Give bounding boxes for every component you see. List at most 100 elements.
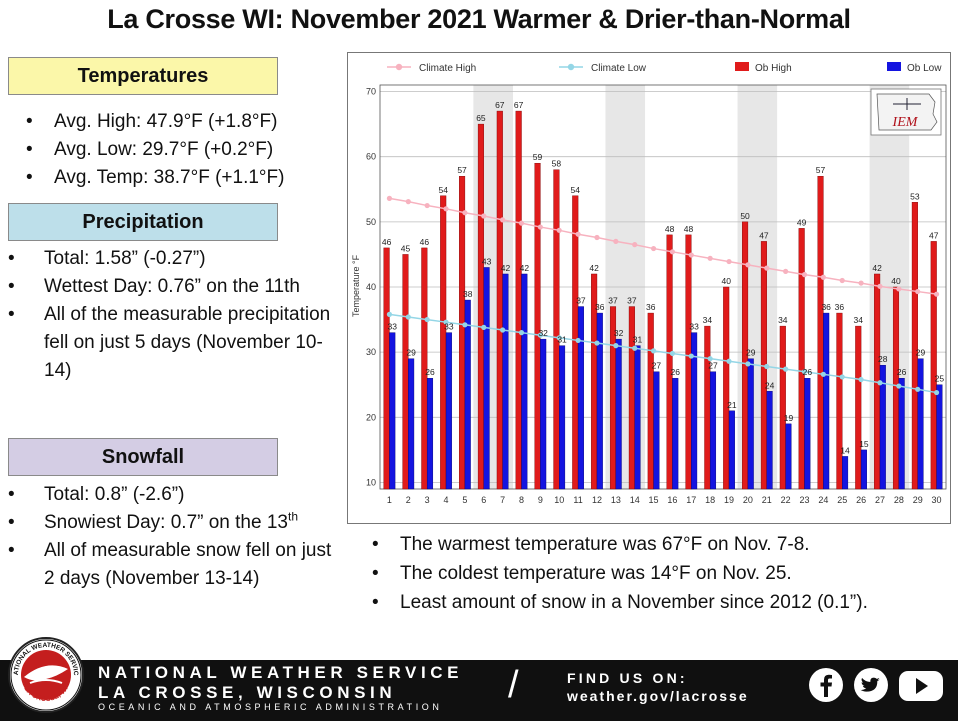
ob-low-label: 42 [501, 263, 511, 273]
x-tick-label: 27 [875, 495, 885, 505]
climate-high-point [518, 220, 525, 226]
y-tick-label: 30 [366, 347, 376, 357]
climate-low-point [707, 356, 713, 362]
ob-low-bar [728, 410, 735, 490]
x-tick-label: 20 [743, 495, 753, 505]
legend-swatch [887, 62, 901, 71]
footer-office-name: LA CROSSE, WISCONSIN [98, 683, 397, 702]
precipitation-header: Precipitation [8, 203, 278, 241]
climate-low-point [745, 361, 751, 367]
ob-low-bar [653, 371, 660, 490]
twitter-icon[interactable] [853, 667, 889, 703]
ob-high-bar [742, 221, 749, 490]
ob-low-label: 25 [935, 374, 945, 384]
climate-low-point [594, 340, 600, 346]
website-link[interactable]: weather.gov/lacrosse [567, 688, 749, 704]
ob-high-label: 45 [401, 243, 411, 253]
ob-low-bar [483, 267, 490, 490]
climate-high-line [389, 197, 937, 295]
footer-divider: / [508, 664, 519, 706]
x-tick-label: 4 [444, 495, 449, 505]
ob-high-bar [723, 286, 730, 490]
climate-high-point [688, 252, 694, 258]
ob-high-label: 40 [721, 276, 731, 286]
list-item: Avg. Temp: 38.7°F (+1.1°F) [18, 164, 348, 192]
ob-high-label: 50 [740, 211, 750, 221]
climate-high-point [933, 291, 940, 297]
footer-bar [0, 660, 958, 721]
climate-low-point [462, 322, 468, 328]
ob-low-bar [596, 312, 603, 490]
ob-high-label: 59 [533, 152, 543, 162]
list-item: Least amount of snow in a November since… [364, 588, 954, 617]
climate-low-point [726, 358, 732, 364]
temperature-chart: Climate High Climate Low Ob High Ob Low 10 20… [347, 52, 951, 524]
ob-low-bar [879, 364, 886, 490]
ob-low-label: 31 [633, 335, 643, 345]
climate-high-point [726, 258, 732, 265]
ob-low-label: 27 [652, 361, 662, 371]
legend-label: Climate Low [591, 63, 647, 74]
legend-label: Climate High [419, 63, 476, 74]
climate-low-point [405, 314, 411, 320]
legend-swatch [735, 62, 749, 71]
climate-low-point [877, 380, 883, 386]
x-tick-label: 17 [686, 495, 696, 505]
ob-low-bar [559, 345, 566, 490]
ob-high-bar [402, 254, 409, 490]
y-tick-label: 70 [366, 87, 376, 97]
ob-low-bar [860, 449, 867, 490]
climate-low-point [537, 332, 543, 338]
snowfall-header: Snowfall [8, 438, 278, 476]
ob-high-label: 58 [552, 159, 562, 169]
ob-low-bar [521, 273, 528, 490]
youtube-icon[interactable] [896, 667, 946, 703]
climate-high-point [613, 238, 619, 244]
ob-low-bar [464, 299, 471, 490]
list-item: Total: 1.58” (-0.27”) [0, 245, 335, 273]
ob-high-label: 54 [438, 185, 448, 195]
climate-low-point [783, 366, 789, 372]
x-tick-label: 23 [799, 495, 809, 505]
ob-high-bar [496, 110, 503, 490]
ob-low-label: 14 [840, 445, 850, 455]
ob-high-bar [855, 325, 862, 490]
list-item: Snowiest Day: 0.7” on the 13th [0, 509, 345, 537]
precipitation-list: Total: 1.58” (-0.27”) Wettest Day: 0.76”… [0, 245, 335, 385]
climate-high-point [462, 210, 468, 216]
x-tick-label: 19 [724, 495, 734, 505]
x-tick-label: 8 [519, 495, 524, 505]
ob-high-label: 49 [797, 217, 807, 227]
snowiest-day-text: Snowiest Day: 0.7” on the 13 [44, 512, 288, 533]
facebook-icon[interactable] [808, 667, 844, 703]
climate-low-point [424, 316, 430, 323]
x-tick-label: 30 [932, 495, 942, 505]
climate-high-point [896, 286, 902, 292]
ob-low-bar [709, 371, 717, 490]
ob-high-bar [685, 234, 692, 490]
ob-high-bar [836, 312, 843, 490]
climate-low-point [858, 376, 864, 383]
ob-low-bar [426, 378, 434, 490]
ordinal-suffix: th [287, 509, 298, 524]
x-tick-label: 25 [837, 495, 847, 505]
ob-high-label: 46 [420, 237, 430, 247]
ob-high-bar [911, 202, 918, 490]
ob-high-label: 57 [816, 165, 826, 175]
x-tick-label: 28 [894, 495, 904, 505]
climate-low-point [801, 369, 808, 375]
iem-logo-map [876, 93, 938, 131]
ob-low-label: 26 [671, 367, 681, 377]
climate-low-point [915, 386, 921, 392]
find-us-label: FIND US ON: [567, 670, 688, 686]
climate-low-point [688, 353, 694, 359]
temperatures-header: Temperatures [8, 57, 278, 95]
x-tick-label: 22 [781, 495, 791, 505]
ob-low-label: 29 [916, 348, 926, 358]
ob-high-label: 34 [778, 315, 788, 325]
climate-low-point [500, 327, 506, 333]
x-tick-label: 18 [705, 495, 715, 505]
ob-low-bar [691, 332, 698, 490]
list-item: Wettest Day: 0.76” on the 11th [0, 273, 335, 301]
list-item: Avg. Low: 29.7°F (+0.2°F) [18, 136, 348, 164]
